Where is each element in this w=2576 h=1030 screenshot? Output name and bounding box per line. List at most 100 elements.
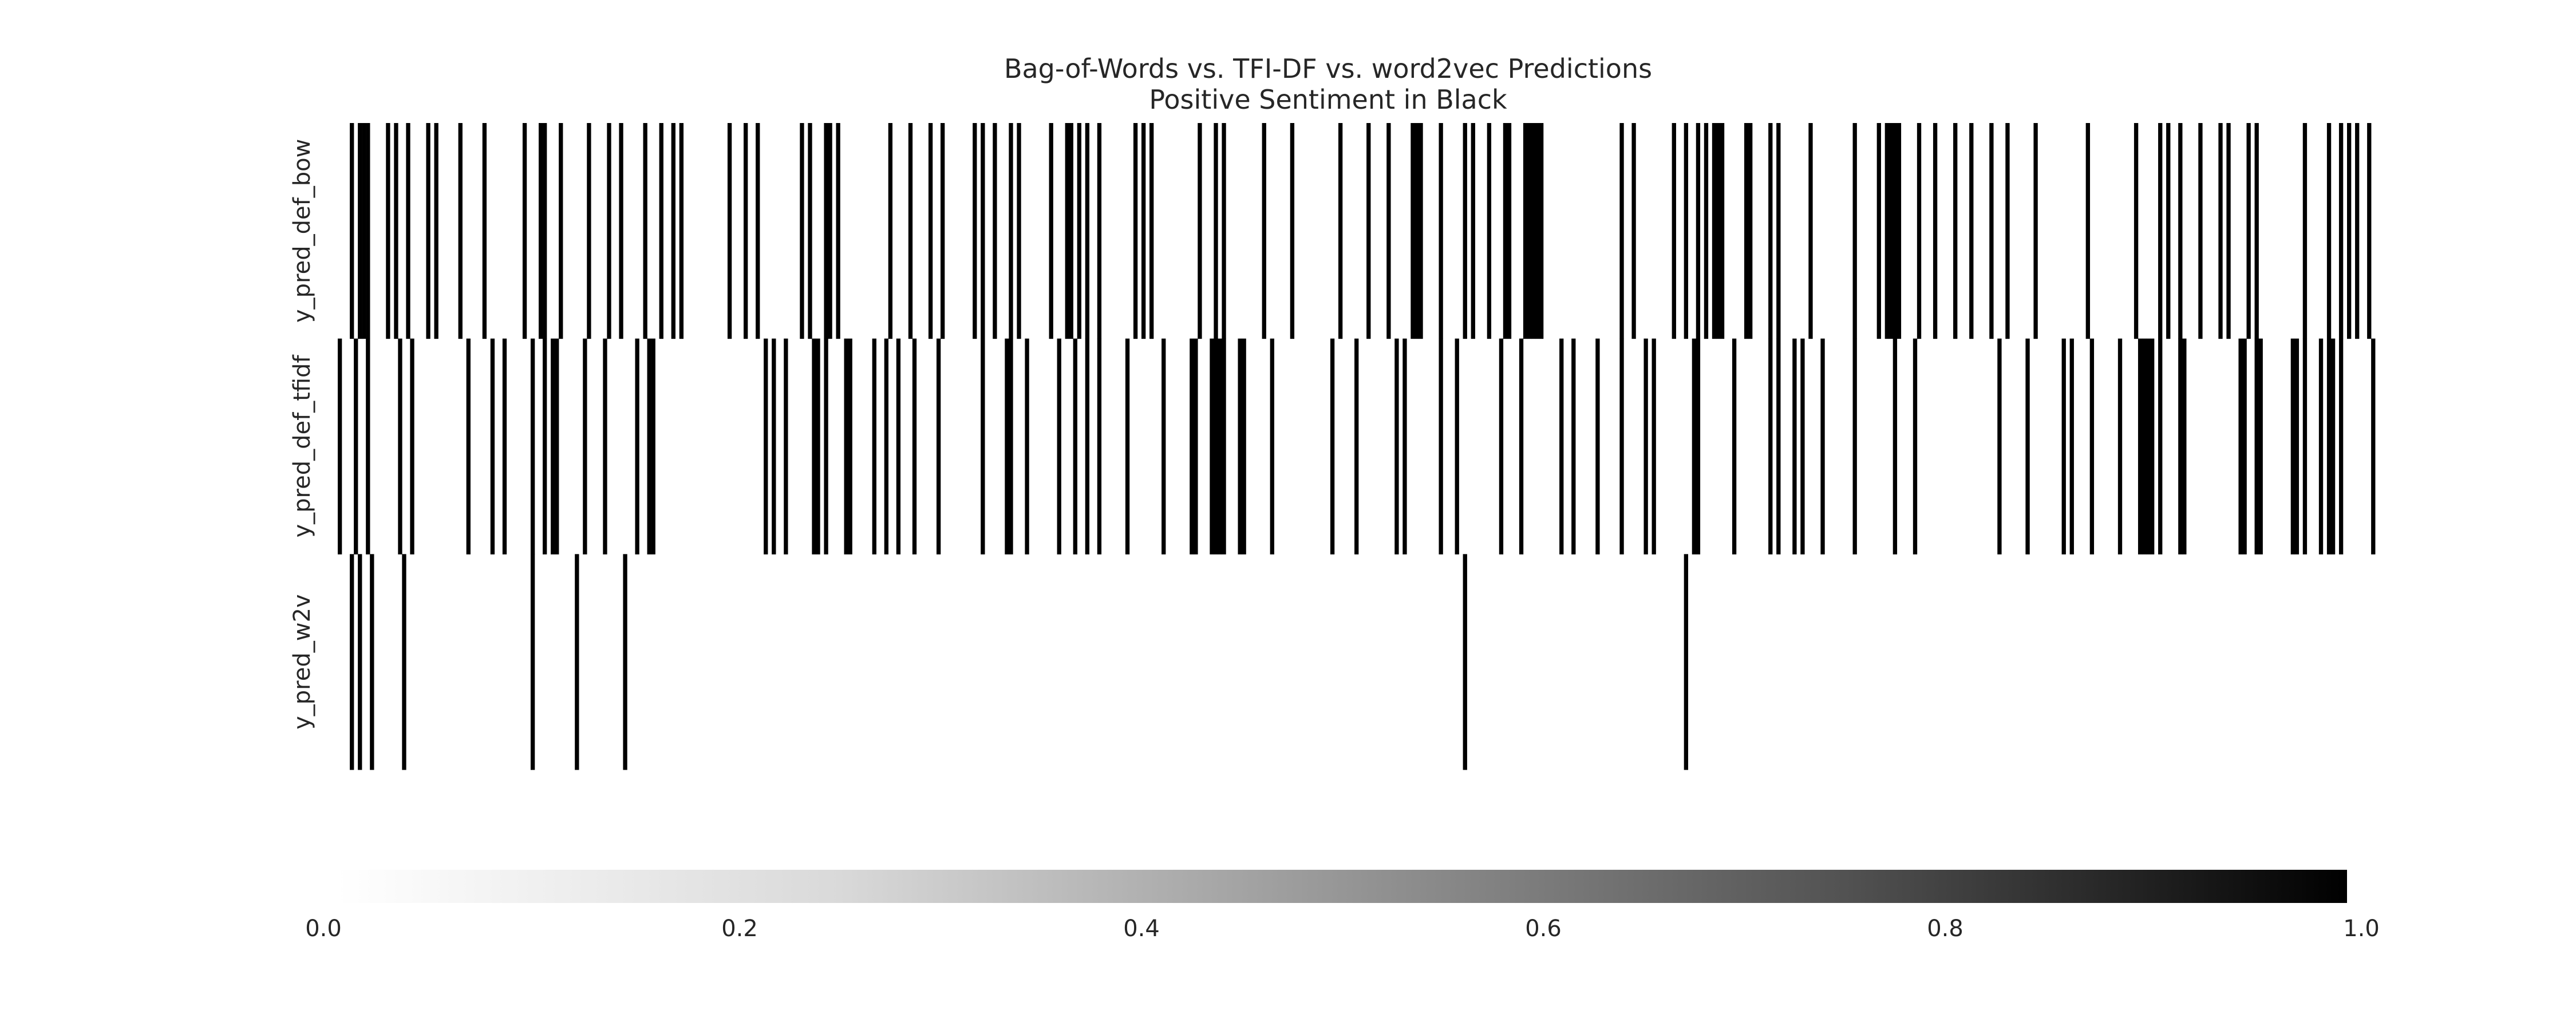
heatmap-cell: [1539, 123, 1544, 339]
row-label-y_pred_w2v: y_pred_w2v: [289, 594, 315, 729]
colorbar-tick-label: 0.6: [1525, 916, 1562, 942]
heatmap-cell: [1463, 554, 1467, 770]
heatmap-cell: [643, 123, 647, 339]
heatmap-cell: [350, 123, 354, 339]
heatmap-cell: [1262, 123, 1266, 339]
heatmap-cell: [338, 338, 342, 554]
row-label-y_pred_def_tfidf: y_pred_def_tfidf: [289, 355, 315, 538]
heatmap-cell: [406, 123, 410, 339]
heatmap-cell: [2355, 123, 2360, 339]
heatmap-cell: [1643, 338, 1648, 554]
heatmap-cell: [784, 338, 788, 554]
heatmap-cell: [2033, 123, 2038, 339]
heatmap-cell: [458, 123, 463, 339]
heatmap-cell: [1876, 123, 1881, 339]
heatmap-cell: [1571, 338, 1576, 554]
heatmap-cell: [1559, 338, 1564, 554]
heatmap-cell: [1969, 123, 1974, 339]
heatmap-cell: [1077, 123, 1081, 339]
heatmap-cell: [1242, 338, 1246, 554]
heatmap-cell: [1704, 123, 1709, 339]
heatmap-cell: [2198, 123, 2203, 339]
heatmap-cell: [522, 123, 527, 339]
heatmap-cell: [772, 338, 776, 554]
heatmap-cell: [1085, 123, 1090, 339]
heatmap-cell: [1222, 338, 1226, 554]
heatmap-cell: [530, 554, 535, 770]
heatmap-cell: [2246, 123, 2251, 339]
heatmap-cell: [434, 123, 438, 339]
heatmap-cell: [1917, 123, 1922, 339]
heatmap-cell: [884, 338, 889, 554]
heatmap-cell: [539, 123, 543, 339]
heatmap-cell: [619, 123, 623, 339]
heatmap-cell: [530, 338, 535, 554]
heatmap-cell: [2338, 338, 2344, 554]
heatmap-cell: [1439, 338, 1443, 554]
heatmap-cell: [800, 123, 804, 339]
heatmap-cell: [623, 554, 627, 770]
heatmap-cell: [1069, 123, 1073, 339]
heatmap-cell: [828, 123, 832, 339]
heatmap-cell: [502, 338, 507, 554]
heatmap-cell: [2302, 338, 2308, 554]
heatmap-cell: [1776, 123, 1781, 339]
heatmap-cell: [386, 123, 390, 339]
heatmap-cell: [1619, 338, 1624, 554]
heatmap-cell: [1073, 338, 1077, 554]
heatmap-cell: [1065, 123, 1069, 339]
heatmap-cell: [551, 338, 555, 554]
heatmap-cell: [1097, 338, 1102, 554]
heatmap-cell: [370, 554, 374, 770]
heatmap-cell: [1531, 123, 1536, 339]
heatmap-cell: [1411, 123, 1415, 339]
heatmap-cell: [1953, 123, 1958, 339]
heatmap-cell: [1696, 123, 1701, 339]
heatmap-cell: [1194, 338, 1198, 554]
heatmap-cell: [1125, 338, 1130, 554]
heatmap-cell: [1523, 123, 1528, 339]
heatmap-cell: [1222, 123, 1226, 339]
heatmap-cell: [764, 338, 768, 554]
heatmap-cell: [816, 338, 820, 554]
heatmap-cell: [2326, 123, 2332, 339]
heatmap-cell: [1141, 123, 1146, 339]
heatmap-cell: [1507, 123, 1512, 339]
row-labels: y_pred_def_bow y_pred_def_tfidf y_pred_w2v: [289, 139, 315, 730]
heatmap-cell: [1198, 123, 1202, 339]
heatmap-cell: [1748, 123, 1753, 339]
heatmap-cell: [824, 123, 828, 339]
heatmap-cell: [1893, 338, 1898, 554]
heatmap-cell: [1190, 338, 1194, 554]
heatmap-cell: [1238, 338, 1242, 554]
heatmap-cell: [1893, 123, 1898, 339]
heatmap-cell: [1692, 338, 1697, 554]
heatmap-cell: [2258, 338, 2263, 554]
colorbar-tick-label: 0.8: [1927, 916, 1963, 942]
heatmap-cell: [848, 338, 852, 554]
heatmap-cell: [1684, 123, 1689, 339]
heatmap-cell: [1455, 338, 1459, 554]
heatmap-cell: [2085, 123, 2091, 339]
heatmap-cell: [1025, 338, 1029, 554]
heatmap-cell: [1519, 338, 1524, 554]
heatmap-cell: [543, 123, 547, 339]
heatmap-cell: [1057, 338, 1061, 554]
heatmap-cell: [362, 123, 366, 339]
heatmap-cell: [1888, 123, 1894, 339]
heatmap-cell: [928, 123, 933, 339]
heatmap-cell: [744, 123, 748, 339]
heatmap-cell: [2294, 338, 2300, 554]
heatmap-cell: [647, 338, 651, 554]
chart-title: Bag-of-Words vs. TFI-DF vs. word2vec Pre…: [1004, 53, 1652, 84]
heatmap-cell: [1218, 338, 1222, 554]
heatmap-cell: [1800, 338, 1805, 554]
heatmap-cell: [2117, 338, 2123, 554]
heatmap-cell: [651, 338, 655, 554]
heatmap-cell: [2142, 338, 2147, 554]
heatmap-cell: [1009, 123, 1013, 339]
heatmap-cell: [2166, 123, 2171, 339]
heatmap-cell: [587, 123, 591, 339]
heatmap-cell: [981, 338, 985, 554]
heatmap-cell: [2158, 123, 2163, 339]
